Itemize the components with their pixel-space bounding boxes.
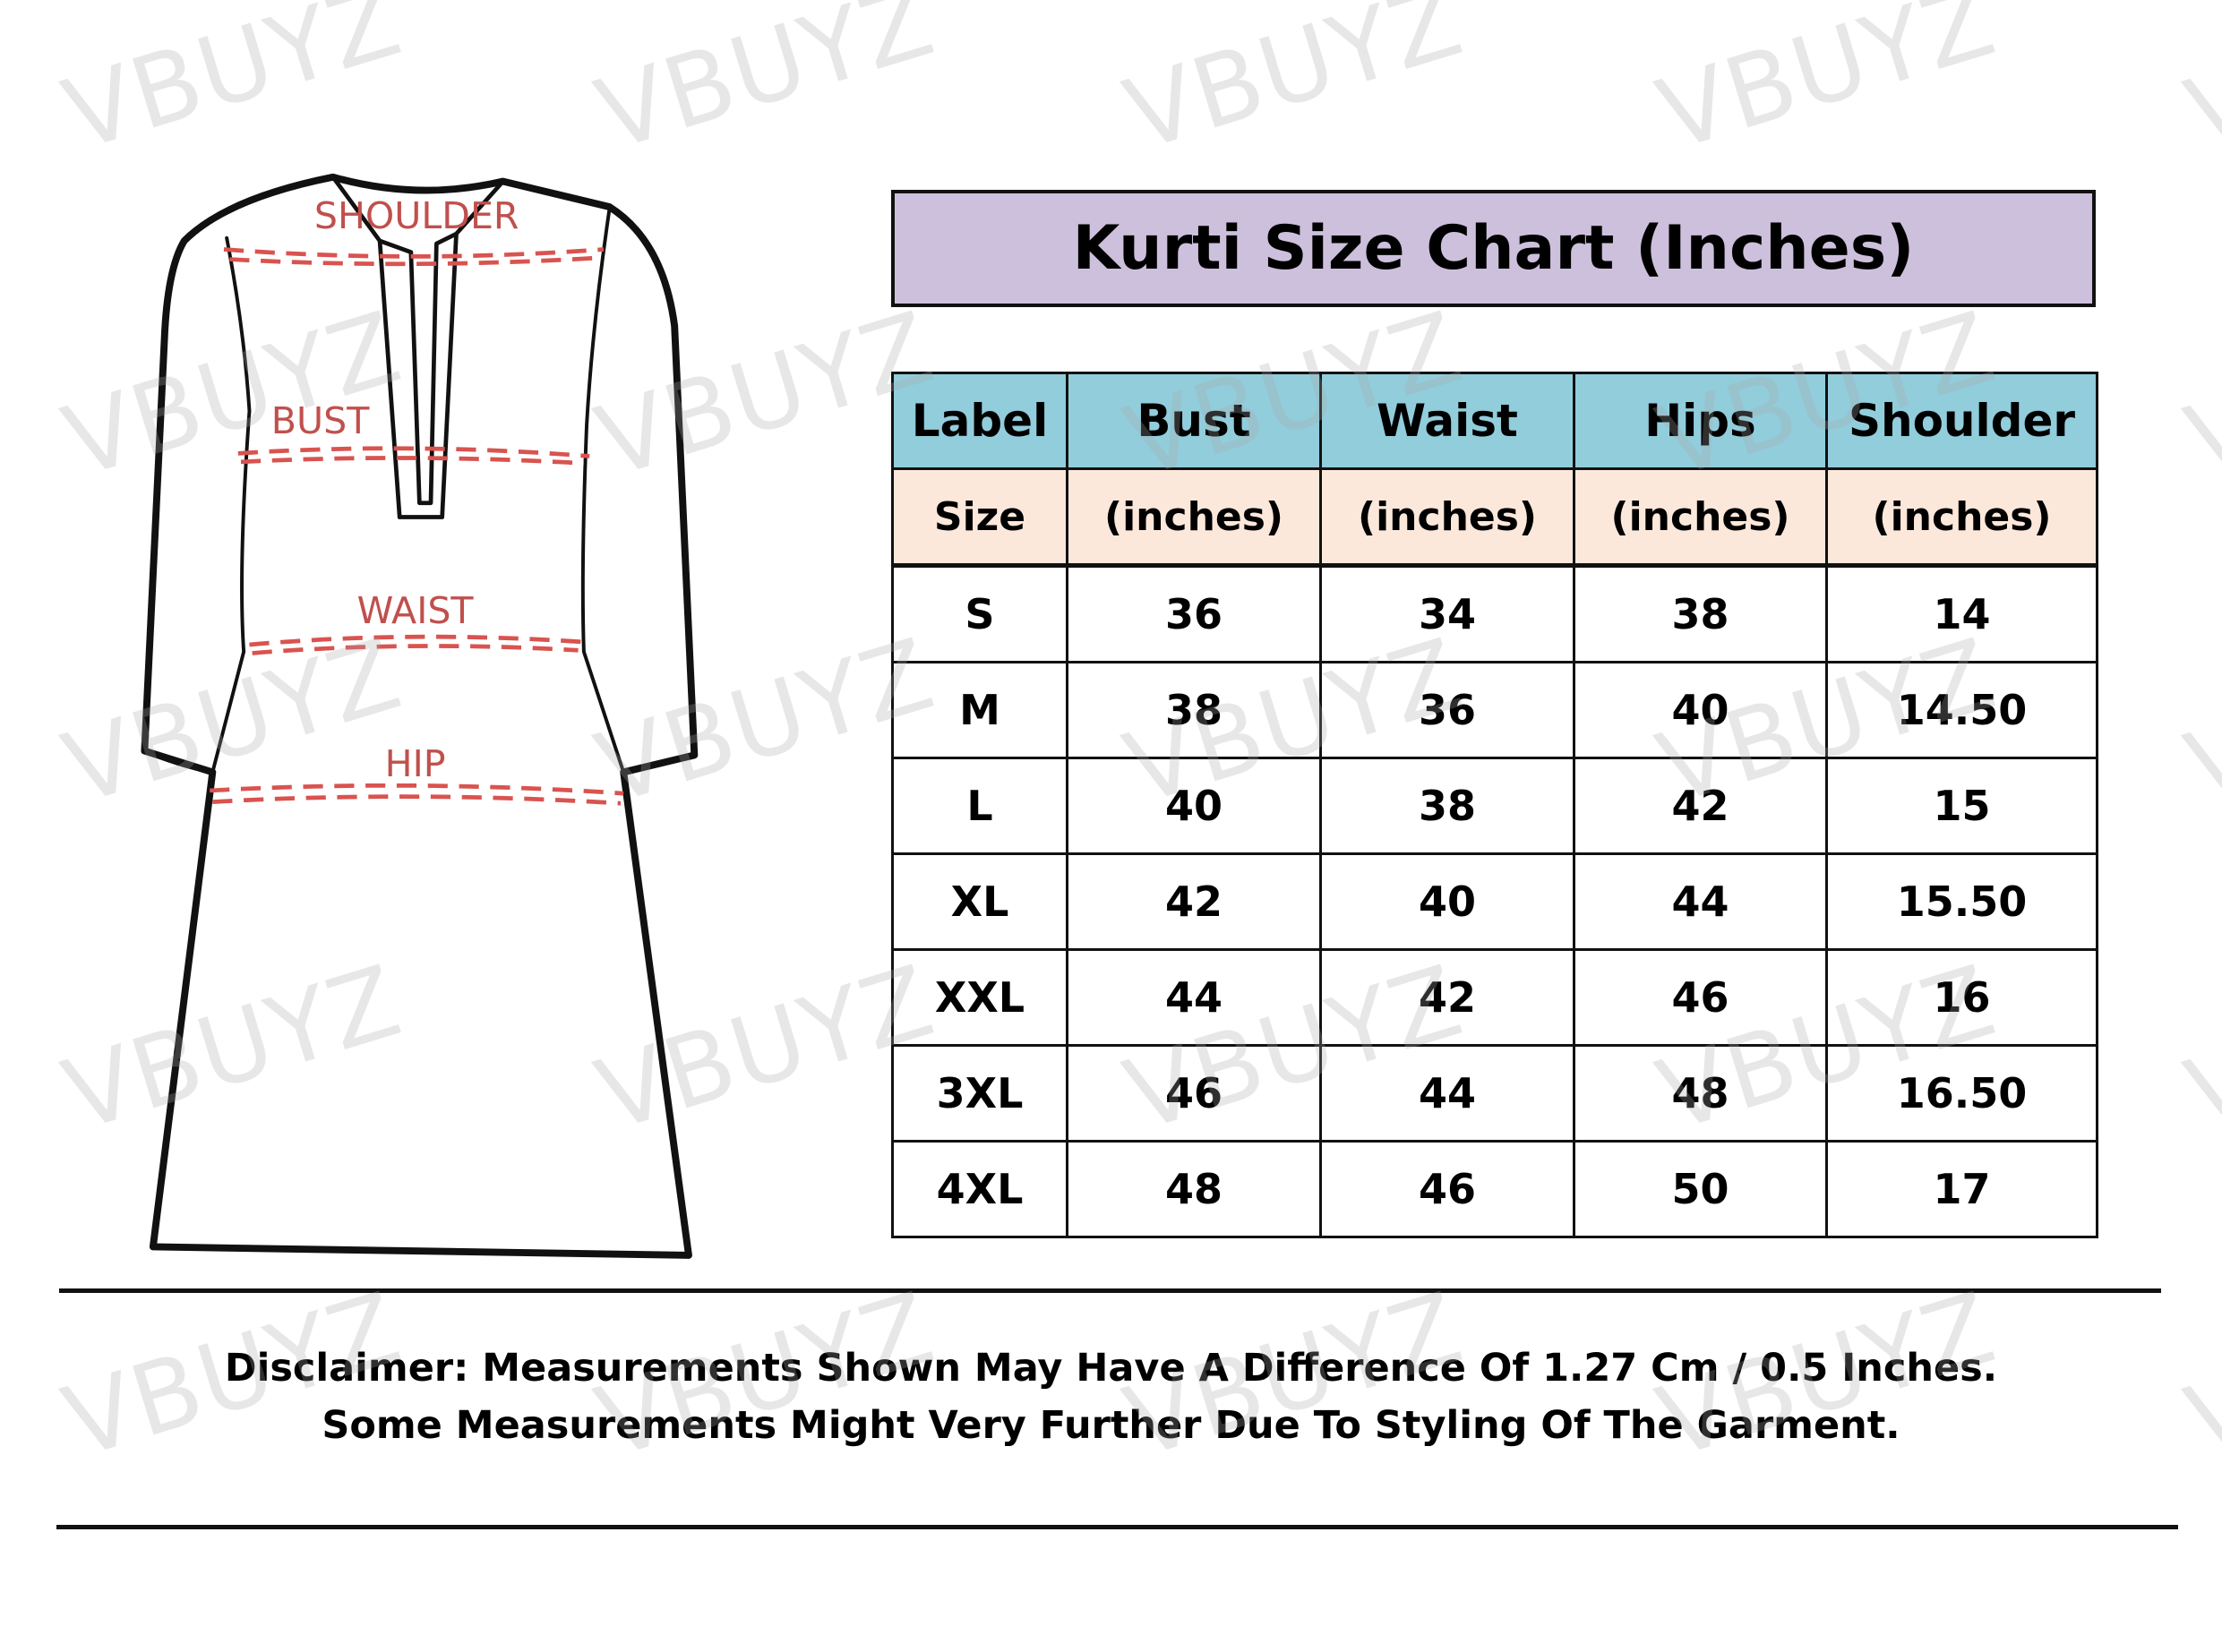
bust-measure-line [237,446,590,458]
cell-hips: 42 [1573,757,1828,855]
disclaimer-line-2: Some Measurements Might Very Further Due… [322,1403,1900,1448]
divider-top [59,1288,2161,1293]
shoulder-label: SHOULDER [314,194,519,237]
table-row: XL 42 40 44 15.50 [891,852,2098,951]
chart-title: Kurti Size Chart (Inches) [891,190,2096,307]
hip-measure-line-2 [212,794,622,806]
table-row: S 36 34 38 14 [891,564,2098,663]
table-row: M 38 36 40 14.50 [891,661,2098,759]
cell-shoulder: 14 [1825,564,2098,663]
header-bust: Bust [1066,372,1322,470]
cell-shoulder: 16 [1825,948,2098,1047]
header-waist: Waist [1319,372,1575,470]
table-row: 4XL 48 46 50 17 [891,1140,2098,1238]
cell-size: XL [891,852,1068,951]
neck-placket [330,175,506,519]
table-row: L 40 38 42 15 [891,757,2098,855]
table-row: XXL 44 42 46 16 [891,948,2098,1047]
shoulder-measure-line-2 [229,255,598,267]
cell-bust: 44 [1066,948,1322,1047]
sleeve-cuff-left [142,749,215,775]
cell-waist: 46 [1319,1140,1575,1238]
cell-size: M [891,661,1068,759]
cell-hips: 40 [1573,661,1828,759]
cell-shoulder: 17 [1825,1140,2098,1238]
header-row: Label Bust Waist Hips Shoulder [891,372,2098,470]
cell-bust: 46 [1066,1044,1322,1143]
cell-waist: 34 [1319,564,1575,663]
cell-waist: 36 [1319,661,1575,759]
cell-shoulder: 14.50 [1825,661,2098,759]
waist-measure-line-2 [252,644,579,655]
header-label: Label [891,372,1068,470]
header-shoulder: Shoulder [1825,372,2098,470]
hip-label: HIP [385,742,446,785]
hip-measure-line [210,783,624,796]
cell-shoulder: 15 [1825,757,2098,855]
size-chart-table: Label Bust Waist Hips Shoulder Size (inc… [891,372,2098,1238]
cell-bust: 42 [1066,852,1322,951]
cell-size: 3XL [891,1044,1068,1143]
cell-bust: 40 [1066,757,1322,855]
cell-size: S [891,564,1068,663]
subheader-unit: (inches) [1825,467,2098,568]
cell-size: 4XL [891,1140,1068,1238]
disclaimer-line-1: Disclaimer: Measurements Shown May Have … [224,1346,1998,1391]
cell-size: L [891,757,1068,855]
right-seam [580,208,626,775]
table-row: 3XL 46 44 48 16.50 [891,1044,2098,1143]
cell-waist: 42 [1319,948,1575,1047]
cell-shoulder: 16.50 [1825,1044,2098,1143]
cell-hips: 38 [1573,564,1828,663]
cell-waist: 44 [1319,1044,1575,1143]
bust-label: BUST [271,399,370,442]
subheader-unit: (inches) [1066,467,1322,568]
cell-bust: 38 [1066,661,1322,759]
cell-size: XXL [891,948,1068,1047]
subheader-unit: (inches) [1573,467,1828,568]
subheader-row: Size (inches) (inches) (inches) (inches) [891,467,2098,568]
cell-hips: 50 [1573,1140,1828,1238]
subheader-size: Size [891,467,1068,568]
cell-waist: 38 [1319,757,1575,855]
waist-measure-line [249,634,581,647]
waist-label: WAIST [357,589,475,632]
cell-bust: 36 [1066,564,1322,663]
subheader-unit: (inches) [1319,467,1575,568]
shoulder-measure-line [223,247,605,259]
header-hips: Hips [1573,372,1828,470]
cell-waist: 40 [1319,852,1575,951]
cell-bust: 48 [1066,1140,1322,1238]
left-seam [210,235,252,775]
cell-hips: 48 [1573,1044,1828,1143]
cell-shoulder: 15.50 [1825,852,2098,951]
cell-hips: 44 [1573,852,1828,951]
cell-hips: 46 [1573,948,1828,1047]
bust-measure-line-2 [240,456,585,466]
divider-bottom [56,1525,2178,1529]
